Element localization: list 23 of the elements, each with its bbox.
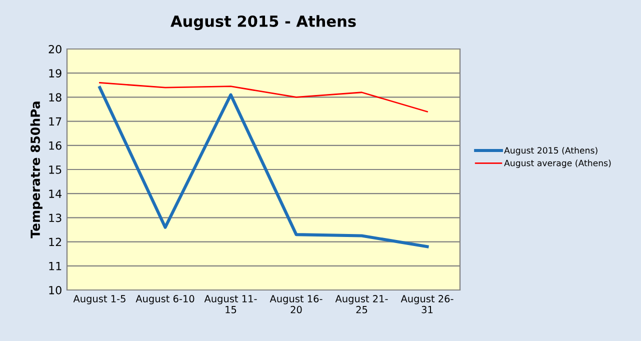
x-tick-label: August 16-20 bbox=[270, 295, 322, 314]
x-tick-label: August 21-25 bbox=[335, 295, 388, 314]
y-tick-label: 10 bbox=[49, 286, 62, 294]
line-series bbox=[98, 86, 429, 248]
legend-label: August average (Athens) bbox=[504, 160, 611, 168]
y-tick-label: 12 bbox=[49, 238, 62, 246]
x-tick-label: August 26-31 bbox=[400, 295, 454, 314]
x-tick-label: August 6-10 bbox=[136, 295, 194, 304]
y-tick-label: 18 bbox=[49, 93, 62, 102]
line-series bbox=[99, 82, 428, 112]
x-tick-label: August 1-5 bbox=[73, 295, 126, 304]
y-tick-label: 13 bbox=[49, 214, 62, 222]
chart-title: August 2015 - Athens bbox=[170, 15, 356, 30]
x-tick-label: August 11-15 bbox=[204, 295, 257, 314]
y-tick-label: 17 bbox=[49, 117, 62, 126]
y-tick-label: 14 bbox=[49, 190, 62, 198]
legend-label: August 2015 (Athens) bbox=[504, 146, 598, 156]
y-tick-label: 20 bbox=[48, 44, 62, 54]
y-tick-label: 16 bbox=[49, 141, 62, 150]
y-axis-title: Temperatre 850hPa bbox=[30, 102, 42, 238]
y-tick-label: 15 bbox=[49, 166, 62, 174]
y-tick-label: 11 bbox=[49, 262, 62, 270]
y-tick-label: 19 bbox=[49, 69, 62, 78]
